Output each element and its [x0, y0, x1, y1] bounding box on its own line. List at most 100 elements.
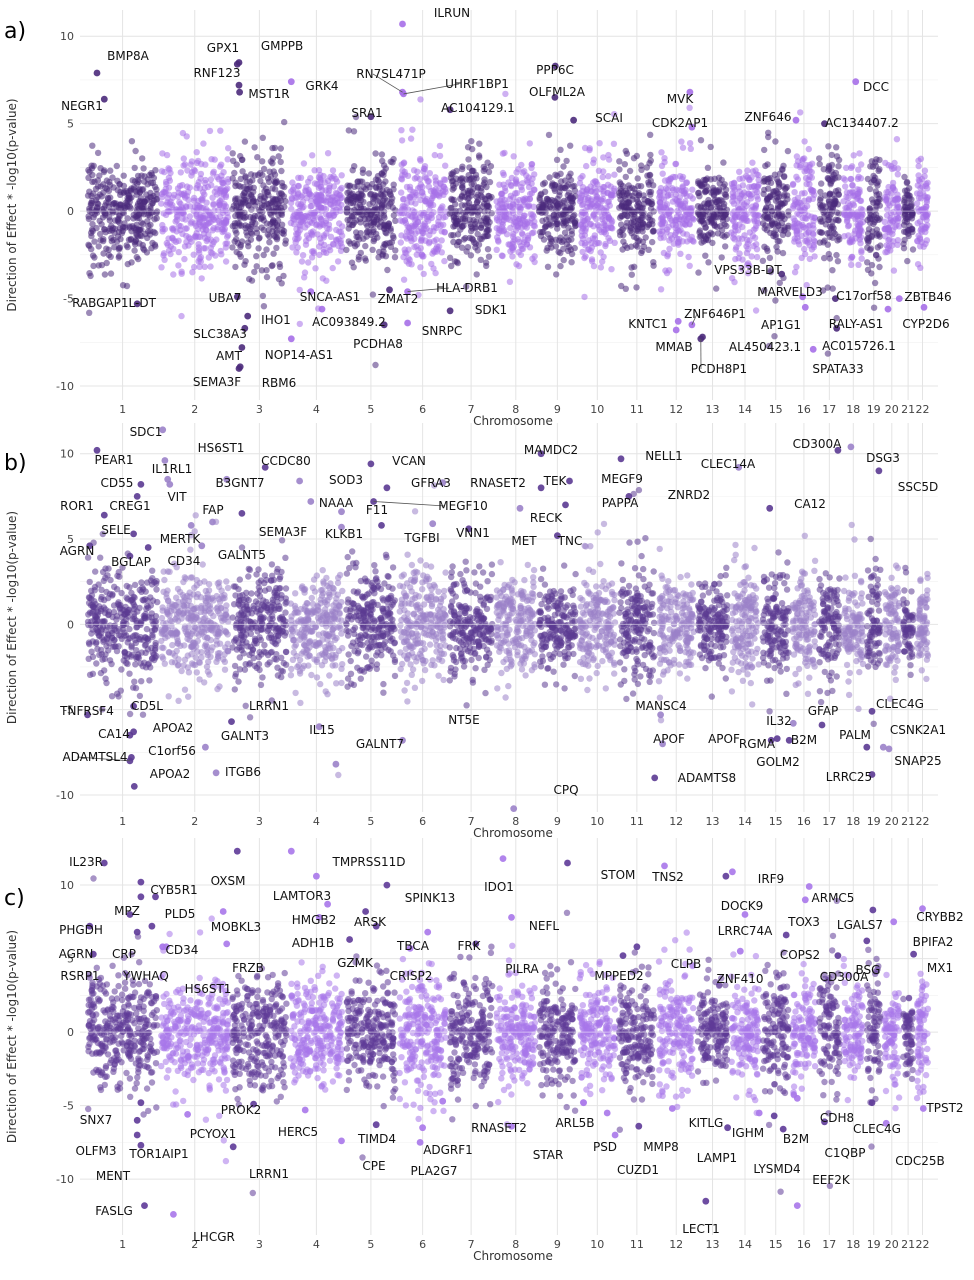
data-point	[335, 236, 342, 243]
significant-point	[93, 69, 101, 77]
data-point	[281, 118, 288, 126]
data-point	[254, 212, 261, 220]
data-point	[165, 649, 173, 656]
data-point	[316, 251, 323, 259]
data-point	[246, 651, 253, 659]
data-point	[88, 245, 95, 253]
data-point	[564, 247, 572, 255]
data-point	[470, 216, 477, 224]
x-tick-label: 5	[367, 403, 374, 416]
data-point	[677, 250, 684, 257]
data-point	[920, 243, 927, 250]
data-point	[917, 264, 924, 271]
significant-point	[404, 319, 411, 327]
data-point	[499, 204, 507, 212]
data-point	[728, 180, 735, 188]
data-point	[604, 211, 611, 218]
data-point	[229, 244, 236, 251]
data-point	[224, 584, 232, 592]
data-point	[662, 267, 669, 274]
data-point	[699, 213, 706, 220]
data-point	[866, 185, 874, 193]
data-point	[364, 222, 371, 230]
data-point	[389, 195, 396, 202]
data-point	[131, 238, 138, 246]
data-point	[451, 258, 459, 265]
data-point	[753, 222, 760, 229]
data-point	[240, 605, 248, 613]
data-point	[220, 169, 227, 176]
y-tick-label: -10	[56, 380, 74, 393]
data-point	[200, 245, 207, 252]
data-point	[193, 582, 200, 589]
data-point	[123, 188, 130, 195]
data-point	[125, 236, 133, 243]
data-point	[690, 238, 697, 245]
data-point	[118, 666, 125, 673]
data-point	[801, 138, 808, 145]
data-point	[793, 227, 801, 235]
data-point	[105, 611, 112, 618]
data-point	[546, 174, 553, 181]
data-point	[833, 144, 840, 151]
data-point	[310, 215, 317, 222]
data-point	[915, 172, 922, 179]
gene-label: DCC	[863, 80, 889, 94]
data-point	[207, 636, 214, 644]
data-point	[256, 234, 263, 241]
data-point	[330, 173, 337, 180]
data-point	[744, 167, 751, 174]
data-point	[181, 686, 189, 693]
data-point	[166, 177, 173, 184]
data-point	[271, 640, 278, 647]
data-point	[409, 126, 416, 133]
data-point	[202, 161, 209, 168]
data-point	[599, 173, 606, 181]
data-point	[241, 138, 249, 145]
data-point	[178, 667, 185, 675]
data-point	[202, 179, 209, 187]
data-point	[142, 588, 149, 595]
data-point	[567, 142, 574, 149]
data-point	[126, 625, 133, 633]
data-point	[923, 194, 931, 201]
data-point	[818, 180, 825, 187]
data-point	[152, 243, 159, 250]
data-point	[817, 218, 824, 225]
data-point	[187, 617, 195, 624]
y-tick-label: 5	[67, 118, 74, 131]
data-point	[561, 210, 568, 218]
data-point	[486, 178, 494, 186]
data-point	[178, 312, 185, 320]
data-point	[617, 188, 625, 195]
data-point	[657, 286, 665, 293]
data-point	[260, 182, 267, 189]
data-point	[91, 178, 98, 185]
data-point	[246, 566, 254, 573]
data-point	[397, 239, 404, 246]
data-point	[106, 657, 114, 664]
significant-point	[809, 345, 817, 353]
data-point	[904, 215, 911, 223]
data-point	[683, 231, 691, 238]
data-point	[258, 201, 265, 209]
data-point	[153, 215, 160, 222]
data-point	[696, 233, 704, 241]
data-point	[387, 227, 394, 234]
data-point	[509, 207, 516, 214]
data-point	[333, 178, 341, 185]
data-point	[541, 179, 548, 186]
data-point	[840, 175, 847, 182]
data-point	[223, 233, 231, 241]
data-point	[131, 615, 138, 623]
data-point	[579, 248, 586, 256]
data-point	[473, 271, 480, 278]
data-point	[257, 626, 265, 634]
data-point	[324, 194, 332, 201]
data-point	[767, 203, 775, 211]
data-point	[699, 182, 706, 189]
data-point	[260, 226, 267, 234]
data-point	[578, 201, 586, 209]
gene-label: NOP14-AS1	[265, 348, 333, 362]
data-point	[630, 233, 638, 240]
